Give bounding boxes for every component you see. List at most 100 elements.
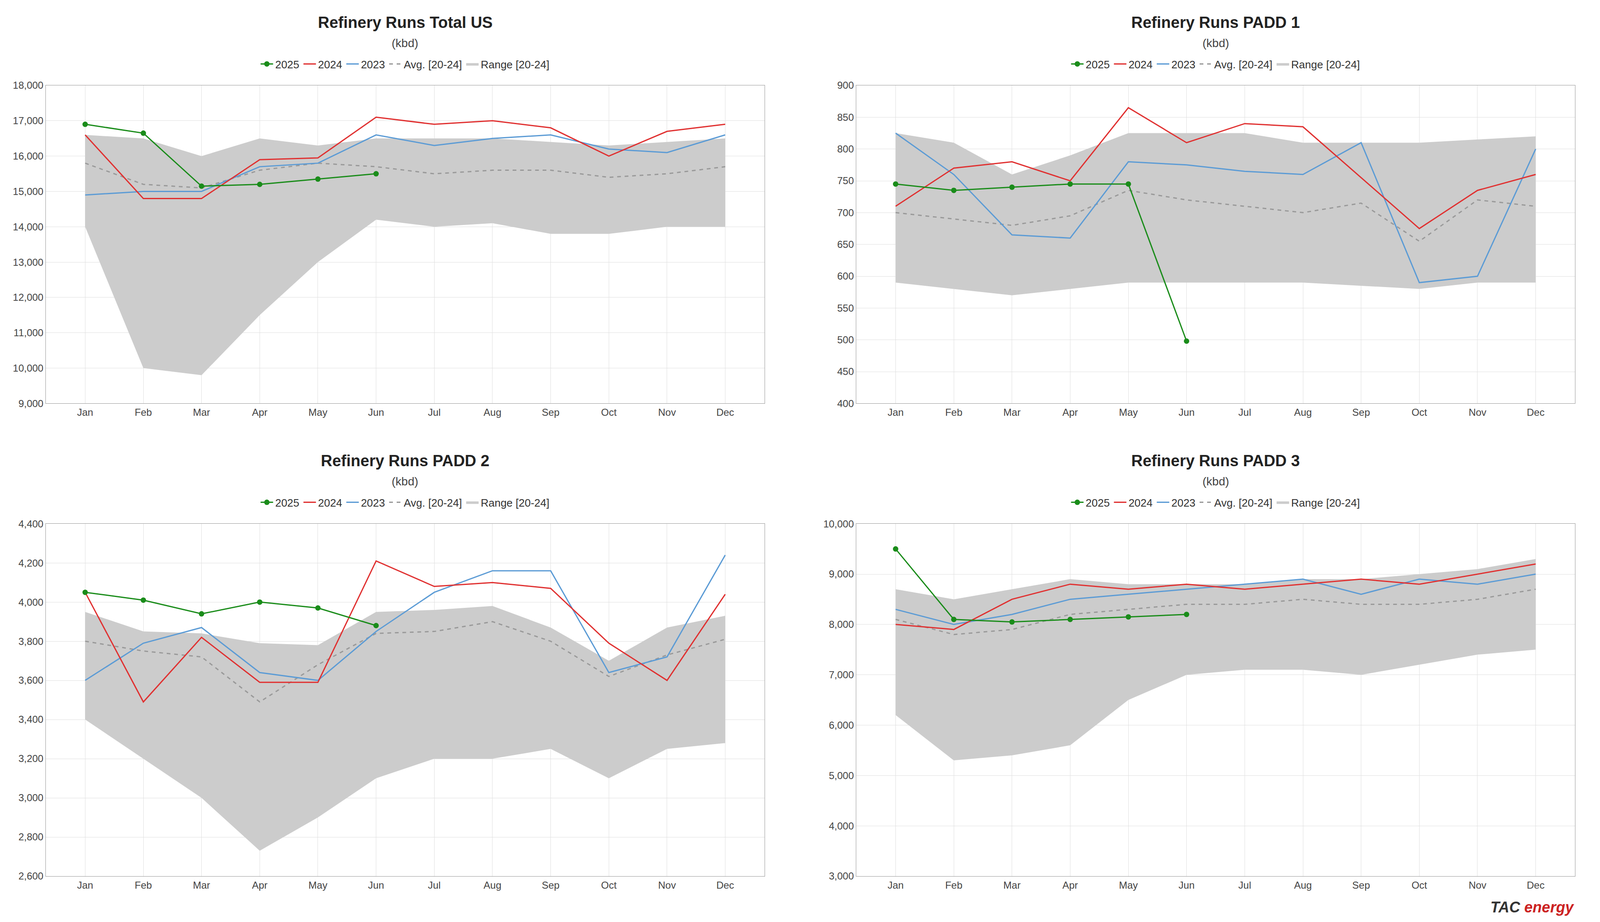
svg-text:15,000: 15,000 bbox=[12, 185, 44, 198]
svg-text:2,600: 2,600 bbox=[18, 870, 44, 882]
svg-text:3,000: 3,000 bbox=[18, 792, 44, 804]
svg-text:14,000: 14,000 bbox=[12, 221, 44, 233]
svg-text:Jul: Jul bbox=[427, 406, 441, 418]
svg-text:6,000: 6,000 bbox=[828, 719, 854, 731]
svg-text:Aug: Aug bbox=[1294, 879, 1313, 891]
svg-text:2023: 2023 bbox=[360, 496, 385, 510]
svg-text:Avg. [20-24]: Avg. [20-24] bbox=[403, 58, 463, 71]
svg-text:600: 600 bbox=[837, 270, 854, 282]
svg-text:Sep: Sep bbox=[541, 406, 560, 418]
svg-text:2025: 2025 bbox=[1085, 496, 1110, 510]
svg-text:18,000: 18,000 bbox=[12, 79, 44, 91]
svg-text:10,000: 10,000 bbox=[12, 362, 44, 374]
svg-text:(kbd): (kbd) bbox=[391, 475, 419, 488]
svg-text:Apr: Apr bbox=[1062, 879, 1078, 891]
svg-text:3,200: 3,200 bbox=[18, 752, 44, 765]
svg-text:Dec: Dec bbox=[1526, 406, 1545, 418]
svg-text:Refinery Runs Total US: Refinery Runs Total US bbox=[317, 13, 493, 32]
svg-text:Oct: Oct bbox=[1411, 879, 1428, 891]
svg-text:Nov: Nov bbox=[1468, 406, 1487, 418]
svg-text:(kbd): (kbd) bbox=[1202, 36, 1230, 50]
svg-text:Jun: Jun bbox=[367, 406, 385, 418]
svg-text:Jan: Jan bbox=[77, 879, 94, 891]
svg-text:2023: 2023 bbox=[360, 58, 385, 71]
svg-text:12,000: 12,000 bbox=[12, 291, 44, 303]
svg-text:Jan: Jan bbox=[887, 879, 904, 891]
svg-text:2025: 2025 bbox=[275, 58, 300, 71]
svg-text:2024: 2024 bbox=[317, 496, 343, 510]
svg-text:2024: 2024 bbox=[317, 58, 343, 71]
svg-text:Range [20-24]: Range [20-24] bbox=[480, 58, 550, 71]
svg-text:Apr: Apr bbox=[252, 406, 268, 418]
svg-text:2024: 2024 bbox=[1128, 58, 1153, 71]
svg-text:Jun: Jun bbox=[1178, 879, 1195, 891]
svg-text:4,000: 4,000 bbox=[18, 596, 44, 608]
svg-text:Aug: Aug bbox=[483, 879, 502, 891]
svg-text:Mar: Mar bbox=[1003, 406, 1021, 418]
svg-text:Sep: Sep bbox=[1352, 879, 1370, 891]
svg-text:(kbd): (kbd) bbox=[1202, 475, 1230, 488]
svg-text:16,000: 16,000 bbox=[12, 150, 44, 162]
svg-text:5,000: 5,000 bbox=[828, 770, 854, 782]
svg-text:2025: 2025 bbox=[1085, 58, 1110, 71]
svg-text:TAC energy: TAC energy bbox=[1490, 898, 1575, 916]
svg-text:4,200: 4,200 bbox=[18, 557, 44, 569]
svg-text:Mar: Mar bbox=[1003, 879, 1021, 891]
svg-text:May: May bbox=[1118, 406, 1138, 418]
svg-text:650: 650 bbox=[837, 238, 854, 250]
svg-text:2023: 2023 bbox=[1171, 58, 1196, 71]
svg-text:Feb: Feb bbox=[945, 406, 963, 418]
svg-text:8,000: 8,000 bbox=[828, 618, 854, 630]
svg-text:11,000: 11,000 bbox=[13, 327, 44, 339]
svg-text:850: 850 bbox=[837, 111, 854, 123]
svg-text:Jul: Jul bbox=[1238, 406, 1252, 418]
svg-text:Avg. [20-24]: Avg. [20-24] bbox=[403, 496, 463, 510]
svg-text:Jan: Jan bbox=[77, 406, 94, 418]
svg-text:9,000: 9,000 bbox=[828, 568, 854, 580]
svg-text:Jan: Jan bbox=[887, 406, 904, 418]
svg-text:May: May bbox=[308, 406, 328, 418]
svg-text:750: 750 bbox=[837, 175, 854, 187]
svg-text:Nov: Nov bbox=[658, 879, 677, 891]
svg-text:Jul: Jul bbox=[1238, 879, 1252, 891]
svg-text:Jun: Jun bbox=[367, 879, 385, 891]
svg-text:800: 800 bbox=[837, 143, 854, 155]
svg-text:9,000: 9,000 bbox=[18, 397, 44, 410]
svg-text:Jun: Jun bbox=[1178, 406, 1195, 418]
svg-text:Avg. [20-24]: Avg. [20-24] bbox=[1214, 58, 1273, 71]
svg-text:3,400: 3,400 bbox=[18, 713, 44, 725]
svg-text:Oct: Oct bbox=[601, 879, 618, 891]
svg-text:Dec: Dec bbox=[1526, 879, 1545, 891]
svg-text:700: 700 bbox=[837, 207, 854, 219]
svg-text:Nov: Nov bbox=[658, 406, 677, 418]
svg-text:Sep: Sep bbox=[541, 879, 560, 891]
svg-text:3,000: 3,000 bbox=[828, 870, 854, 882]
svg-text:7,000: 7,000 bbox=[828, 669, 854, 681]
svg-text:Apr: Apr bbox=[1062, 406, 1078, 418]
svg-text:May: May bbox=[1118, 879, 1138, 891]
svg-text:Oct: Oct bbox=[1411, 406, 1428, 418]
svg-text:2,800: 2,800 bbox=[18, 831, 44, 843]
svg-text:17,000: 17,000 bbox=[12, 115, 44, 127]
svg-text:Range [20-24]: Range [20-24] bbox=[1291, 58, 1360, 71]
svg-text:2025: 2025 bbox=[275, 496, 300, 510]
svg-text:Aug: Aug bbox=[1294, 406, 1313, 418]
svg-text:Mar: Mar bbox=[192, 879, 210, 891]
svg-text:3,800: 3,800 bbox=[18, 635, 44, 648]
svg-text:(kbd): (kbd) bbox=[391, 36, 419, 50]
svg-text:Mar: Mar bbox=[192, 406, 210, 418]
svg-text:2024: 2024 bbox=[1128, 496, 1153, 510]
svg-text:400: 400 bbox=[837, 397, 854, 410]
svg-text:Feb: Feb bbox=[945, 879, 963, 891]
svg-text:Dec: Dec bbox=[716, 406, 735, 418]
svg-text:Refinery Runs PADD 2: Refinery Runs PADD 2 bbox=[320, 452, 490, 470]
svg-text:Nov: Nov bbox=[1468, 879, 1487, 891]
svg-text:Aug: Aug bbox=[483, 406, 502, 418]
svg-text:Range [20-24]: Range [20-24] bbox=[480, 496, 550, 510]
svg-text:13,000: 13,000 bbox=[12, 256, 44, 268]
svg-text:Range [20-24]: Range [20-24] bbox=[1291, 496, 1360, 510]
svg-text:4,000: 4,000 bbox=[828, 820, 854, 832]
svg-text:May: May bbox=[308, 879, 328, 891]
svg-text:4,400: 4,400 bbox=[18, 518, 44, 530]
svg-text:Sep: Sep bbox=[1352, 406, 1370, 418]
